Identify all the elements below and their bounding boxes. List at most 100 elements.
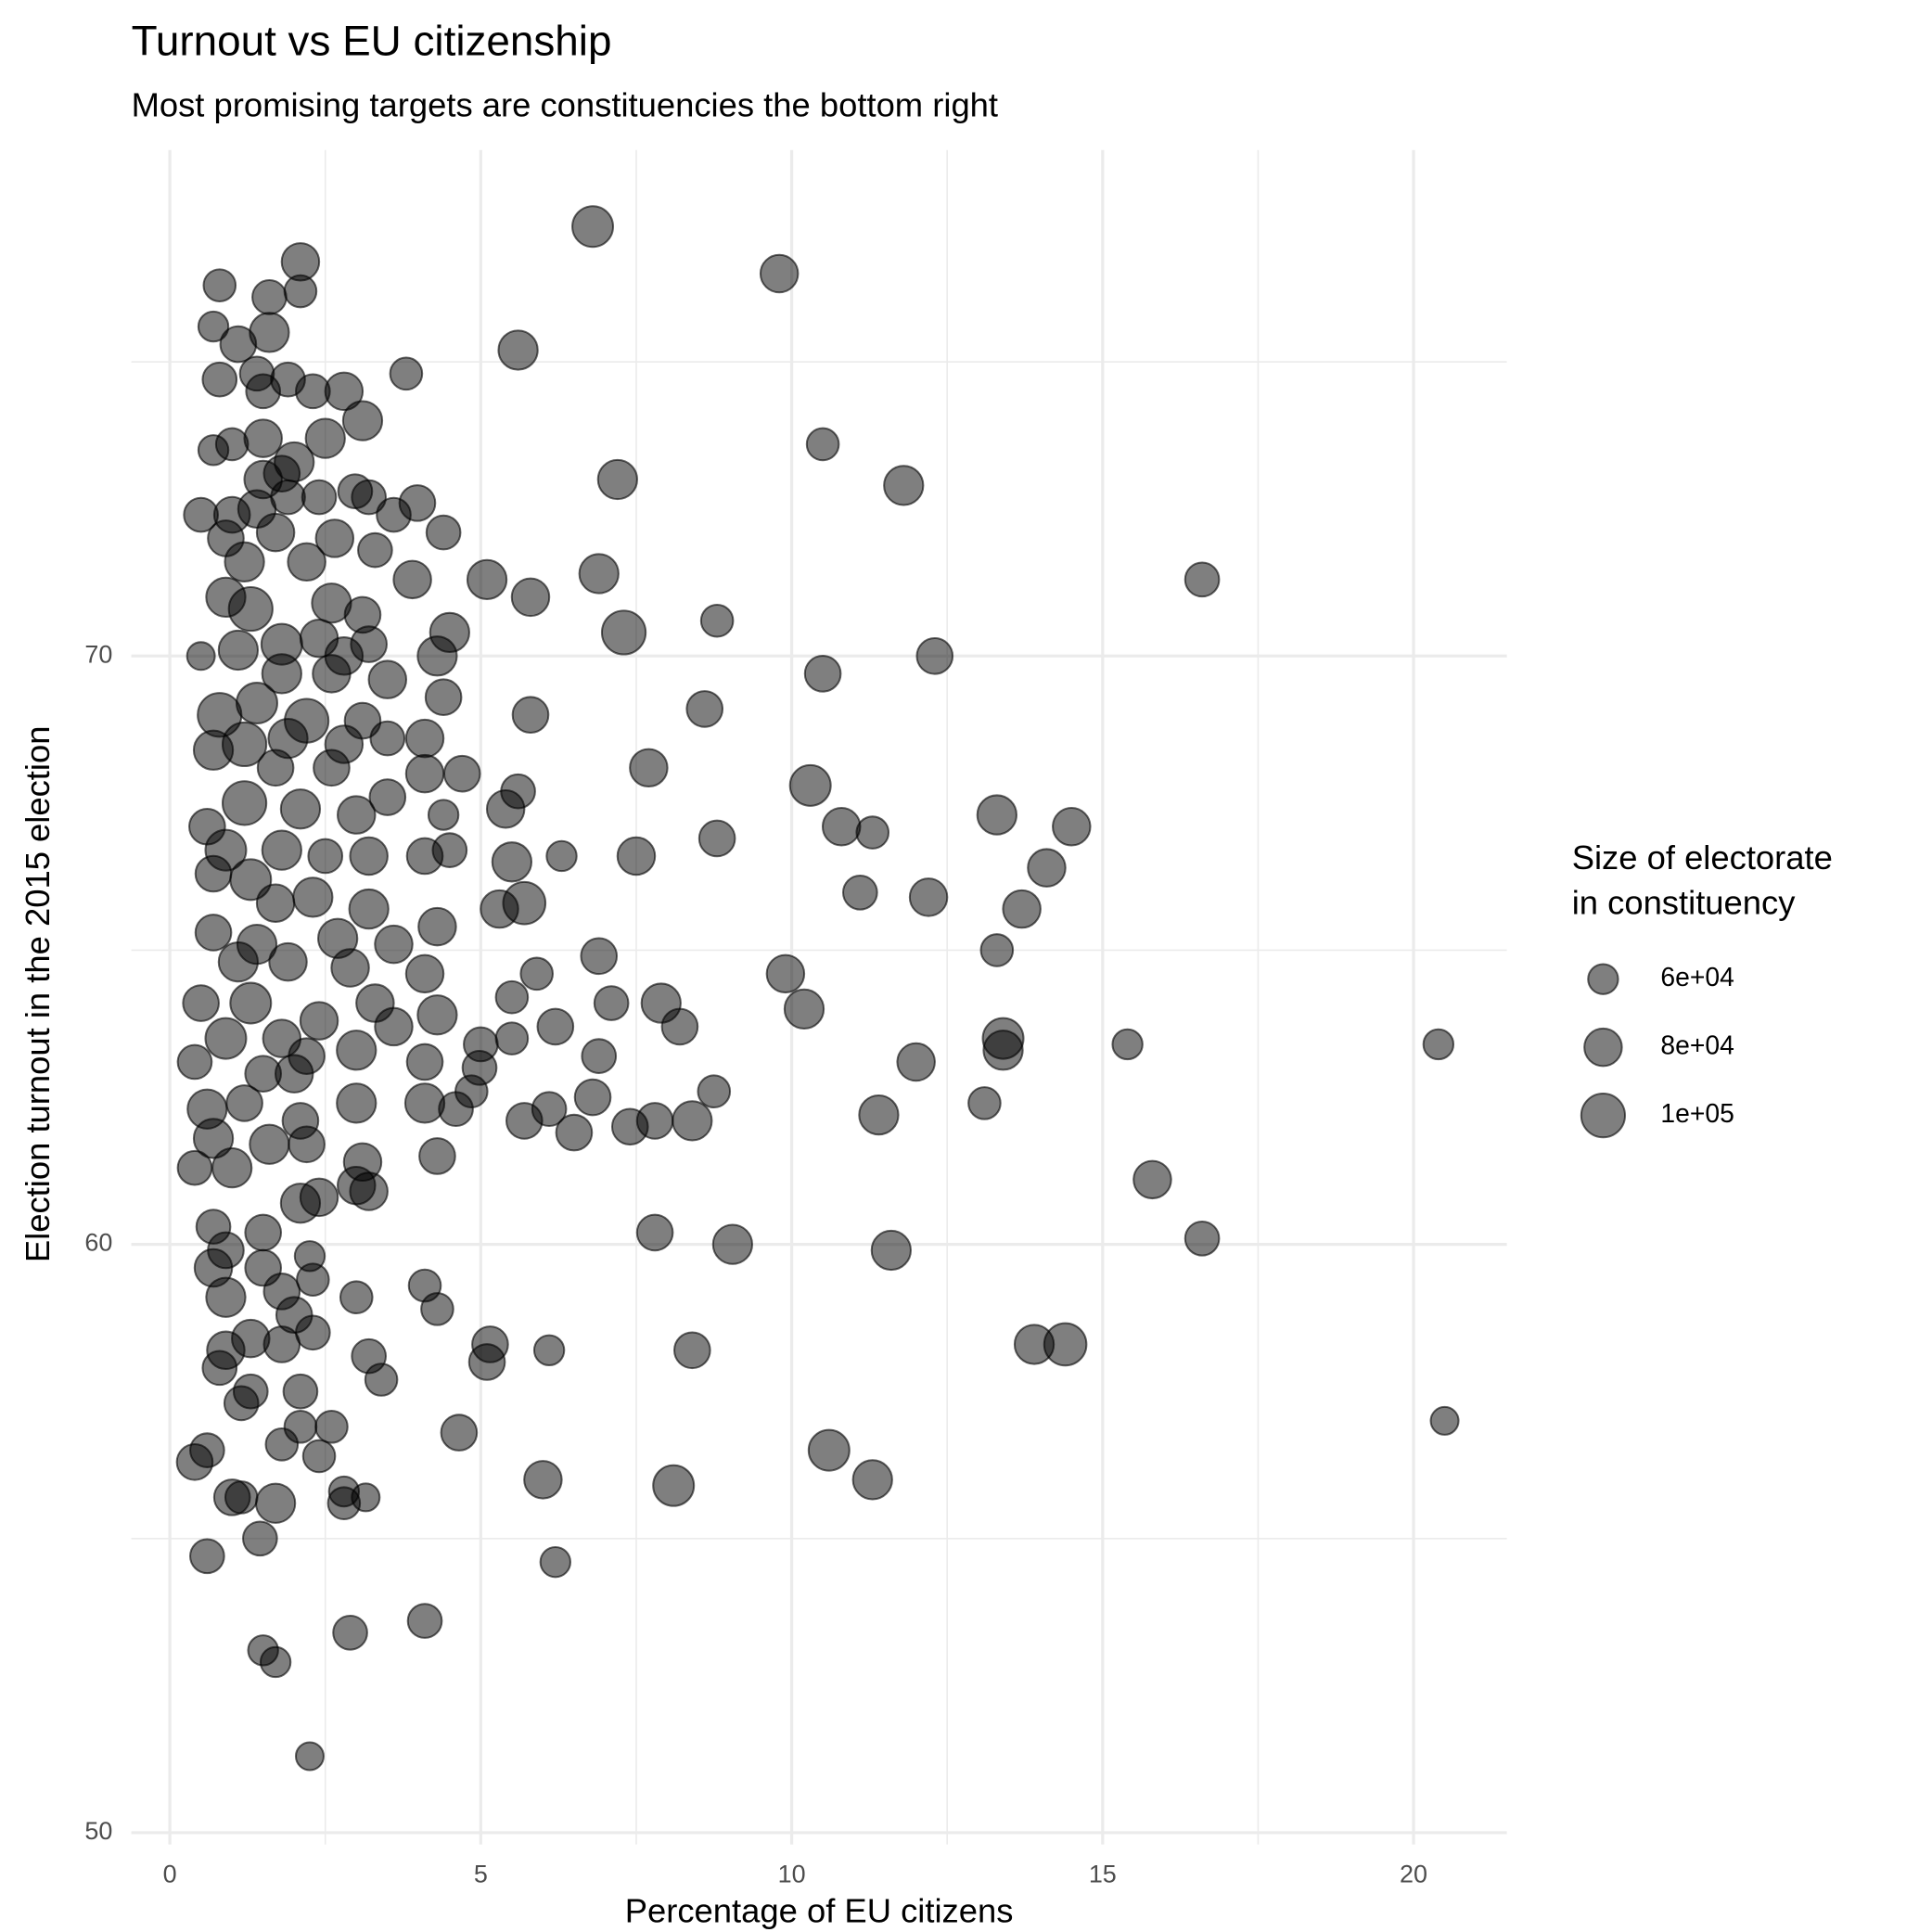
bubble [1052, 807, 1092, 847]
bubble [1184, 1220, 1221, 1257]
bubble [600, 609, 647, 656]
bubble [505, 1102, 544, 1140]
bubble [1027, 848, 1067, 888]
bubble [304, 417, 346, 459]
bubble [629, 748, 669, 788]
x-tick-label: 5 [474, 1860, 488, 1887]
bubble [288, 1125, 326, 1164]
legend-symbol [1580, 1093, 1627, 1139]
bubble [652, 1464, 696, 1507]
bubble [339, 1280, 374, 1314]
bubble [673, 1331, 711, 1370]
bubble [287, 542, 326, 582]
bubble [783, 988, 825, 1030]
bubble [896, 1042, 936, 1082]
bubble [351, 1482, 381, 1513]
x-tick-label: 10 [778, 1860, 806, 1887]
bubble [274, 1054, 314, 1094]
bubble [1043, 1322, 1088, 1367]
bubble [672, 1100, 713, 1142]
bubble [351, 479, 388, 516]
bubble [417, 906, 457, 947]
bubble [805, 427, 840, 462]
bubble [851, 1459, 893, 1501]
bubble [870, 1229, 912, 1272]
chart-subtitle: Most promising targets are constituencie… [132, 86, 998, 124]
bubble [367, 659, 408, 699]
bubble [295, 1314, 331, 1351]
bubble [211, 1147, 253, 1189]
bubble [350, 625, 388, 663]
bubble [202, 268, 237, 302]
bubble [494, 1021, 530, 1056]
bubble [1429, 1405, 1460, 1436]
bubble [249, 1123, 290, 1165]
legend-title: Size of electorate [1572, 838, 1833, 876]
bubble [283, 274, 318, 309]
bubble [765, 953, 806, 994]
bubble [251, 279, 288, 315]
bubble [555, 1113, 594, 1152]
bubble [405, 1043, 444, 1081]
bubble [403, 1082, 446, 1124]
bubble [803, 655, 842, 693]
bubble [244, 1213, 283, 1252]
bubble [425, 514, 462, 551]
bubble [217, 941, 260, 983]
bubble [332, 1614, 368, 1651]
bubble [424, 678, 463, 717]
bubble [337, 795, 377, 835]
bubble [635, 1102, 674, 1140]
bubble [416, 994, 458, 1036]
bubble [224, 1480, 259, 1515]
bubble [314, 1409, 349, 1444]
bubble [270, 479, 306, 516]
bubble [431, 832, 468, 868]
legend-symbol [1583, 1027, 1623, 1068]
bubble [532, 1334, 566, 1366]
bubble [416, 635, 458, 677]
bubble [374, 924, 414, 965]
bubble [194, 854, 233, 893]
bubble [314, 518, 355, 558]
bubble [908, 877, 949, 917]
bubble [201, 361, 238, 398]
bubble [254, 1482, 297, 1524]
bubble [581, 1038, 618, 1074]
bubble [842, 874, 878, 911]
y-tick-label: 50 [84, 1817, 112, 1845]
bubble [312, 654, 352, 694]
bubble [1184, 561, 1221, 598]
bubble [256, 748, 295, 787]
bubble [539, 1545, 572, 1579]
bubble [967, 1086, 1002, 1120]
bubble [616, 836, 657, 876]
bubble [510, 577, 551, 618]
bubble [299, 1001, 339, 1041]
y-tick-label: 70 [84, 640, 112, 668]
legend-label: 1e+05 [1660, 1098, 1734, 1128]
bubble [296, 1262, 330, 1297]
bubble [242, 1520, 278, 1557]
bubble [192, 1118, 235, 1159]
y-axis-label: Election turnout in the 2015 election [19, 726, 57, 1263]
bubble [223, 1385, 260, 1422]
bubble [221, 721, 268, 768]
bubble [392, 559, 432, 600]
bubble [292, 876, 334, 918]
points [175, 205, 1460, 1772]
bubble [519, 956, 554, 992]
bubble [176, 1149, 213, 1186]
bubble [1111, 1028, 1144, 1061]
bubble [301, 1439, 337, 1474]
legend: Size of electorate in constituency 6e+04… [1572, 838, 1833, 1139]
bubble [635, 1213, 674, 1252]
grid [131, 149, 1507, 1845]
bubble [545, 839, 578, 873]
bubble [236, 682, 278, 725]
legend-symbol [1587, 963, 1619, 995]
legend-title: in constituency [1572, 884, 1797, 922]
bubble [697, 1074, 732, 1108]
bubble [201, 1350, 238, 1387]
bubble [438, 1091, 474, 1128]
